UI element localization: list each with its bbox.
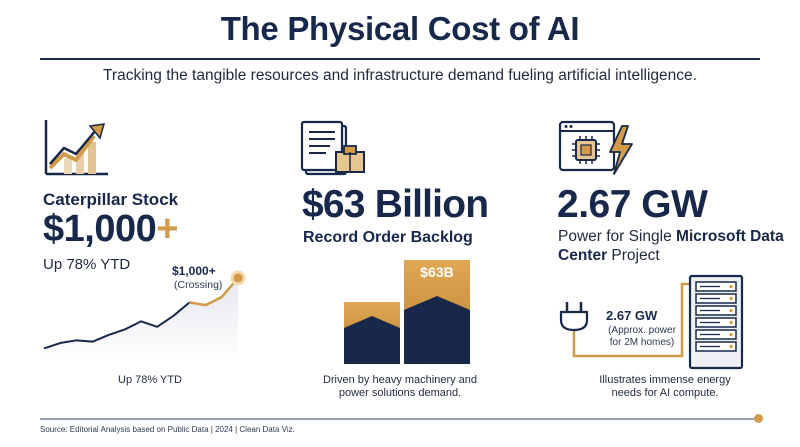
backlog-bars	[344, 260, 470, 364]
backlog-bar-label: $63B	[420, 264, 454, 280]
page-subtitle: Tracking the tangible resources and infr…	[103, 67, 697, 84]
datacenter-callout: 2.67 GW	[606, 308, 658, 323]
backlog-value: $63 Billion	[302, 183, 489, 226]
datacenter-callout-sub: (Approx. power for 2M homes)	[608, 325, 676, 348]
caterpillar-trend-chart	[43, 270, 246, 362]
power-diagram	[559, 274, 744, 370]
backlog-caption: Driven by heavy machinery and power solu…	[322, 374, 478, 399]
datacenter-caption: Illustrates immense energy needs for AI …	[599, 374, 731, 399]
caterpillar-sub: Up 78% YTD	[43, 256, 131, 273]
caterpillar-caption: Up 78% YTD	[118, 374, 182, 386]
backlog-bar-small-base	[344, 316, 400, 364]
trend-chart-icon	[44, 120, 108, 176]
trend-area	[44, 278, 238, 362]
plug-icon	[559, 302, 589, 332]
trend-line-highlight	[189, 277, 239, 307]
chip-lightning-icon	[558, 120, 633, 175]
server-rack-icon	[688, 274, 744, 370]
backlog-bar-large-base	[404, 296, 470, 364]
caterpillar-callout: $1,000+	[172, 264, 216, 278]
trend-end-dot	[230, 270, 246, 286]
page-title: The Physical Cost of AI	[220, 10, 580, 47]
invoice-box-icon	[300, 120, 365, 176]
footer-source: Source: Editorial Analysis based on Publ…	[40, 425, 295, 434]
datacenter-label: Power for Single Microsoft Data Center P…	[558, 228, 784, 264]
datacenter-value: 2.67 GW	[557, 183, 708, 226]
caterpillar-callout-sub: (Crossing)	[174, 279, 223, 291]
caterpillar-value: $1,000+	[43, 208, 178, 250]
title-divider	[40, 58, 760, 60]
footer-dot	[754, 414, 763, 423]
footer-divider	[40, 418, 758, 420]
caterpillar-label: Caterpillar Stock	[43, 190, 179, 209]
backlog-label: Record Order Backlog	[303, 229, 473, 246]
trend-line	[43, 301, 191, 350]
power-cable	[572, 282, 690, 358]
